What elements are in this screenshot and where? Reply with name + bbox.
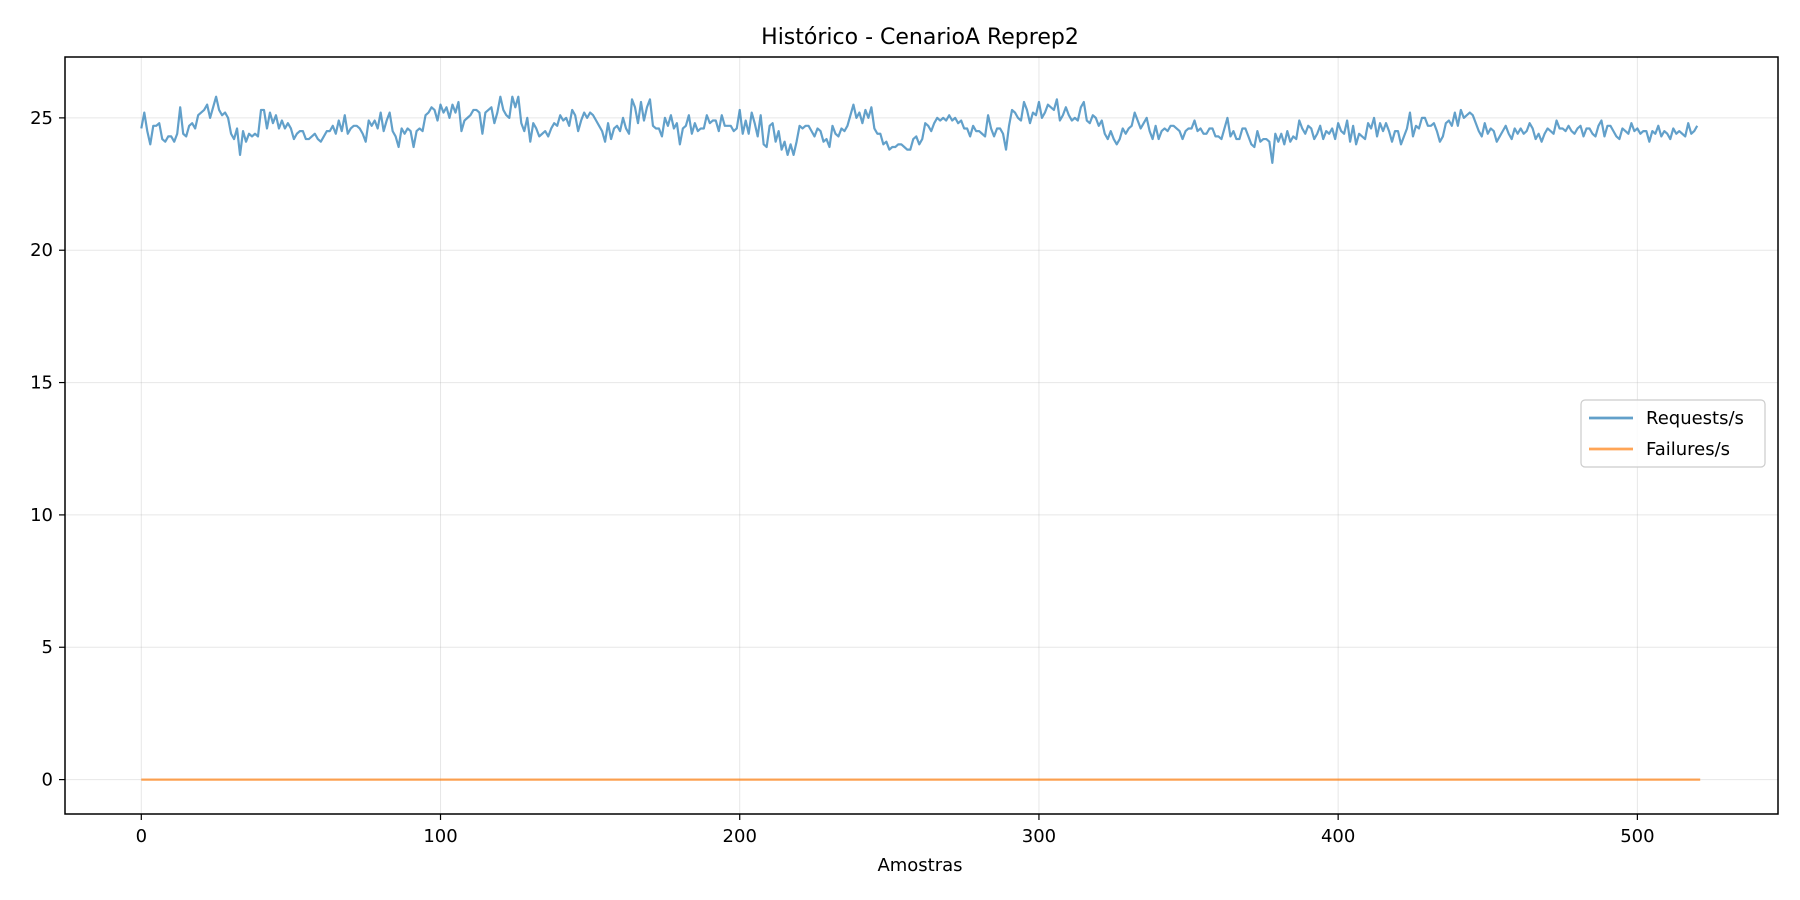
legend-label-requests: Requests/s xyxy=(1646,408,1744,429)
x-tick-label: 300 xyxy=(1022,826,1056,847)
x-tick-label: 400 xyxy=(1321,826,1355,847)
ticks: 0 100 200 300 400 500 0 5 10 15 20 25 xyxy=(30,108,1654,847)
y-tick-label: 15 xyxy=(30,373,53,394)
x-tick-label: 100 xyxy=(423,826,457,847)
y-tick-label: 5 xyxy=(42,637,53,658)
x-tick-label: 500 xyxy=(1620,826,1654,847)
y-tick-label: 0 xyxy=(42,770,53,791)
y-tick-label: 25 xyxy=(30,108,53,129)
legend-label-failures: Failures/s xyxy=(1646,439,1730,460)
plot-frame xyxy=(64,56,1779,815)
y-tick-label: 10 xyxy=(30,505,53,526)
x-axis-title: Amostras xyxy=(877,855,962,876)
series-line-requests-s xyxy=(140,95,1699,164)
y-tick-label: 20 xyxy=(30,240,53,261)
chart-title: Histórico - CenarioA Reprep2 xyxy=(761,25,1079,50)
x-tick-label: 0 xyxy=(136,826,147,847)
series-layer xyxy=(140,95,1701,781)
x-tick-label: 200 xyxy=(723,826,757,847)
legend: Requests/s Failures/s xyxy=(1580,399,1766,468)
